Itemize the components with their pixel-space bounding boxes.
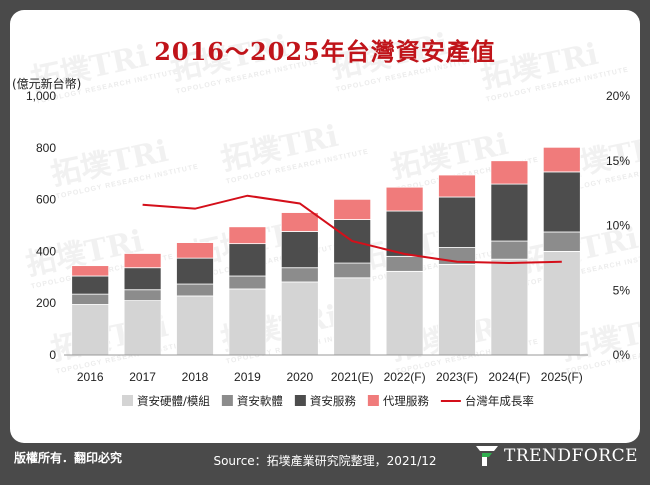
trendforce-logo-icon (475, 446, 498, 466)
bar-segment (490, 240, 529, 260)
bar-segment (333, 198, 372, 220)
growth-rate-line (142, 194, 562, 265)
x-tick-label: 2023(F) (436, 370, 478, 384)
copyright-text: 版權所有．翻印必究 (14, 451, 123, 465)
x-tick-label: 2017 (129, 370, 156, 384)
legend-label: 台灣年成長率 (465, 394, 534, 408)
bar-segment (438, 196, 476, 248)
y-tick-label: 200 (36, 296, 56, 310)
bar-segment (542, 250, 581, 356)
y-tick-label: 0 (49, 348, 56, 362)
bar-segment (280, 281, 319, 356)
bar-segment (176, 295, 214, 356)
bar-segment (228, 275, 267, 290)
bar-segment (123, 253, 162, 269)
bar-segment (71, 275, 110, 295)
x-tick-label: 2016 (77, 370, 104, 384)
x-tick-label: 2020 (286, 370, 313, 384)
footer-bar: 版權所有．翻印必究 Source：拓墣產業研究院整理，2021/12 TREND… (0, 443, 650, 485)
bar-segment (333, 262, 372, 279)
y2-tick-label: 0% (613, 348, 631, 362)
x-tick-label: 2024(F) (488, 370, 530, 384)
x-tick-label: 2022(F) (384, 370, 426, 384)
legend-label: 資安服務 (310, 394, 356, 408)
legend-label: 代理服務 (383, 394, 429, 408)
bar-segment (490, 160, 529, 185)
bar-segment (71, 304, 110, 356)
y-tick-label: 800 (36, 141, 56, 155)
y2-tick-label: 15% (606, 154, 630, 168)
bar-segment (228, 226, 267, 245)
bar-segment (280, 231, 319, 269)
y-axis-label: (億元新台幣) (12, 76, 81, 91)
legend-label: 資安軟體 (237, 394, 283, 408)
bar-segment (176, 242, 214, 259)
bar-segment (176, 257, 214, 285)
bar-segment (542, 231, 581, 252)
bar-segment (438, 174, 476, 198)
y2-tick-label: 20% (606, 89, 630, 103)
bar-segment (385, 270, 424, 356)
bar-segment (385, 210, 424, 257)
bar-segment (228, 243, 267, 277)
legend-swatch (221, 395, 233, 406)
bar-segment (176, 283, 214, 297)
legend-swatch (367, 395, 379, 406)
brand-name: TRENDFORCE (503, 446, 638, 466)
bar-segment (123, 289, 162, 302)
bar-segment (228, 288, 267, 356)
y-tick-label: 400 (36, 244, 56, 258)
bar-segment (280, 267, 319, 283)
chart-panel: 拓墣TRi TOPOLOGY RESEARCH INSTITUTE 拓墣TRi TOP… (10, 10, 640, 443)
bar-segment (71, 265, 110, 277)
chart-title: 2016～2025年台灣資安產值 (154, 37, 496, 66)
bar-segment (542, 146, 581, 173)
legend-swatch (122, 395, 133, 406)
legend-swatch (294, 395, 306, 406)
x-tick-label: 2021(E) (331, 370, 374, 384)
bar-segment (123, 267, 162, 291)
bar-segment (385, 255, 424, 272)
bar-segment (385, 186, 424, 212)
y-tick-label: 600 (36, 193, 56, 207)
bar-segment (490, 183, 529, 242)
x-tick-label: 2018 (182, 370, 209, 384)
y-tick-label: 1,000 (26, 89, 56, 103)
bar-segment (280, 212, 319, 232)
bar-segment (71, 293, 110, 305)
legend-label: 資安硬體/模組 (137, 394, 210, 408)
x-tick-label: 2019 (234, 370, 261, 384)
bar-segment (333, 277, 372, 356)
y2-tick-label: 5% (613, 283, 631, 297)
bar-segment (542, 171, 581, 233)
source-text: Source：拓墣產業研究院整理，2021/12 (213, 454, 437, 468)
bar-segment (438, 263, 476, 356)
y2-tick-label: 10% (606, 219, 630, 233)
bar-segment (123, 300, 162, 356)
x-tick-label: 2025(F) (541, 370, 583, 384)
brand: TRENDFORCE (475, 446, 638, 466)
bar-segment (490, 258, 529, 356)
